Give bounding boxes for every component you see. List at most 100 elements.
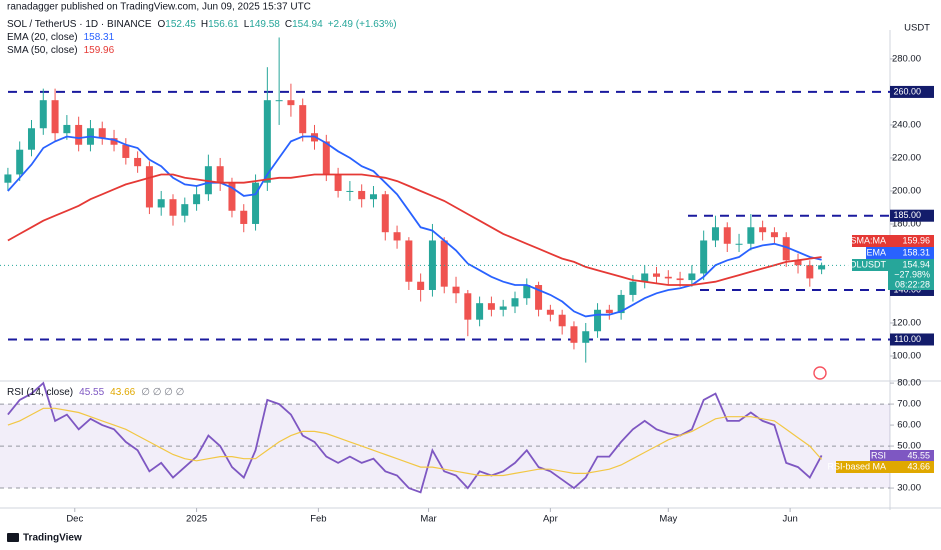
candle-body — [499, 306, 507, 310]
candle-body — [275, 100, 283, 102]
candle-body — [169, 199, 177, 216]
candle-body — [381, 194, 389, 233]
legend-name: RSI (14, close) — [7, 387, 73, 398]
candle-body — [723, 227, 731, 244]
value-label: 45.55 — [907, 450, 930, 460]
candle-body — [393, 232, 401, 241]
candle-body — [617, 294, 625, 314]
candle-body — [110, 138, 118, 145]
candle-body — [582, 331, 590, 343]
candle-body — [405, 240, 413, 282]
footer: TradingView — [23, 533, 82, 544]
candle-body — [629, 281, 637, 295]
legend-extra: ∅ ∅ ∅ ∅ — [141, 387, 184, 398]
candle-body — [216, 166, 224, 183]
candle-body — [369, 194, 377, 200]
candle-body — [51, 100, 59, 134]
countdown: 08:22:28 — [895, 279, 930, 289]
y-tick-label: 30.00 — [897, 483, 921, 494]
y-tick-label: 70.00 — [897, 399, 921, 410]
symbol: SOL / TetherUS · 1D · BINANCE — [7, 19, 152, 30]
alert-icon — [813, 366, 827, 380]
value-box — [888, 247, 934, 259]
series-line — [7, 381, 823, 494]
x-tick-label: Dec — [66, 514, 83, 525]
candle-body — [664, 276, 672, 279]
x-tick-label: 2025 — [186, 514, 207, 525]
candle-body — [464, 293, 472, 320]
candle-body — [193, 194, 201, 205]
value-label: 43.66 — [907, 461, 930, 471]
candle-body — [252, 182, 260, 224]
candle-body — [228, 182, 236, 211]
candle-body — [334, 174, 342, 191]
candle-body — [440, 240, 448, 287]
candle-body — [322, 141, 330, 175]
ohlc-value: 156.61 — [208, 19, 239, 30]
candle-body — [605, 309, 613, 314]
x-tick-label: Apr — [543, 514, 558, 525]
value-box — [888, 461, 934, 473]
value-box — [888, 259, 934, 271]
level-label-box — [890, 209, 934, 222]
tag-box — [866, 247, 888, 259]
y-tick-label: 200.00 — [892, 185, 921, 196]
candle-body — [452, 286, 460, 294]
level-label: 260.00 — [893, 86, 921, 96]
currency: USDT — [904, 23, 930, 34]
candle-body — [27, 128, 35, 150]
y-tick-label: 100.00 — [892, 351, 921, 362]
symbol-line: SOL / TetherUS · 1D · BINANCE O152.45 H156… — [7, 19, 397, 30]
value-box — [888, 235, 934, 247]
y-tick-label: 220.00 — [892, 152, 921, 163]
legend-name: SMA (50, close) — [7, 45, 78, 56]
ohlc-label: O — [158, 19, 166, 30]
y-tick-label: 60.00 — [897, 420, 921, 431]
legend-value: 159.96 — [84, 45, 115, 56]
tag-box — [852, 259, 888, 271]
candle-body — [263, 100, 271, 183]
last-price-extra-box — [888, 271, 934, 290]
legend-value: 45.55 — [79, 387, 104, 398]
candle-body — [653, 273, 661, 277]
legend-entry: SMA (50, close) 159.96 — [7, 45, 115, 56]
candle-body — [145, 166, 153, 208]
level-label: 185.00 — [893, 210, 921, 220]
tag-box — [870, 450, 888, 462]
candle-body — [818, 265, 826, 270]
candle-body — [98, 128, 106, 139]
candle-body — [122, 144, 130, 158]
legend-name: EMA (20, close) — [7, 32, 78, 43]
value-box — [888, 450, 934, 462]
x-tick-label: Feb — [310, 514, 326, 525]
y-tick-label: 80.00 — [897, 378, 921, 389]
candle-body — [346, 190, 354, 192]
candle-body — [16, 149, 24, 175]
publisher: ranadagger published on TradingView.com,… — [7, 2, 311, 13]
y-tick-label: 120.00 — [892, 317, 921, 328]
y-tick-label: 180.00 — [892, 218, 921, 229]
candle-body — [806, 265, 814, 279]
candle-body — [594, 309, 602, 332]
candle-body — [157, 199, 165, 208]
candle-body — [4, 174, 12, 183]
change: +2.49 (+1.63%) — [328, 19, 397, 30]
candle-body — [240, 210, 248, 224]
candle-body — [358, 190, 366, 200]
candle-body — [417, 281, 425, 290]
candle-body — [759, 227, 767, 233]
tag-box — [852, 235, 888, 247]
candle-body — [782, 237, 790, 261]
series-line — [7, 173, 822, 286]
candle-body — [181, 204, 189, 216]
candle-body — [546, 309, 554, 315]
candle-body — [747, 227, 755, 244]
candle-body — [134, 157, 142, 167]
legend-value: 43.66 — [110, 387, 135, 398]
candle-body — [700, 240, 708, 274]
candle-body — [688, 273, 696, 281]
logo-mark — [7, 533, 19, 542]
ohlc-value: 149.58 — [249, 19, 280, 30]
value-label: 158.31 — [902, 247, 930, 257]
